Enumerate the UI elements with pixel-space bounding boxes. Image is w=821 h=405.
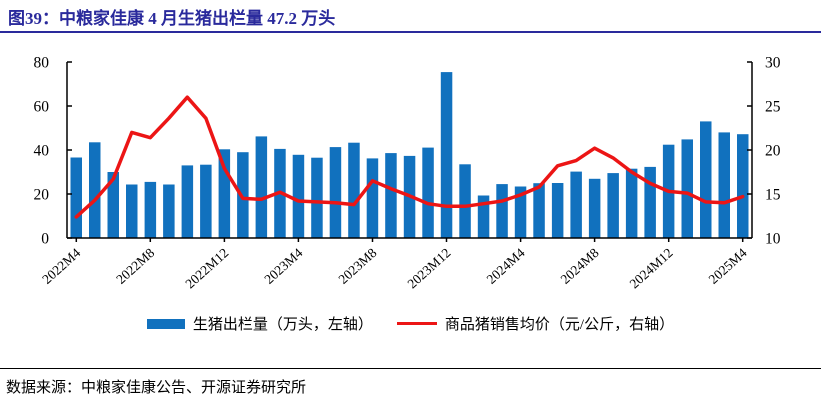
x-axis-tick-label: 2022M12 — [182, 245, 231, 291]
bar-2022M9 — [163, 184, 175, 238]
x-axis-tick-label: 2024M8 — [558, 245, 602, 287]
left-axis-tick-label: 40 — [34, 143, 50, 160]
bar-2024M2 — [477, 195, 490, 238]
bar-2023M4 — [292, 154, 305, 238]
bar-2024M4 — [514, 186, 527, 238]
x-axis-tick-label: 2022M8 — [113, 245, 157, 287]
figure-footer: 数据来源：中粮家佳康公告、开源证券研究所 — [0, 368, 821, 405]
x-axis-tick-label: 2022M4 — [39, 245, 83, 287]
bar-2022M5 — [89, 142, 101, 238]
figure-header: 图39：中粮家佳康 4 月生猪出栏量 47.2 万头 — [0, 0, 821, 33]
x-axis-tick-label: 2025M4 — [706, 245, 750, 287]
bar-2024M7 — [570, 171, 582, 238]
bar-2025M1 — [681, 139, 693, 238]
x-axis-tick-label: 2024M4 — [484, 245, 528, 287]
line-series-label: 商品猪销售均价（元/公斤，右轴） — [444, 317, 675, 333]
figure-title: 图39：中粮家佳康 4 月生猪出栏量 47.2 万头 — [8, 9, 336, 28]
legend-item-line: 商品猪销售均价（元/公斤，右轴） — [396, 313, 675, 334]
right-axis-tick-label: 10 — [765, 231, 781, 248]
bar-series-label: 生猪出栏量（万头，左轴） — [192, 317, 373, 333]
bar-2024M3 — [496, 184, 508, 238]
bar-2022M7 — [126, 184, 138, 238]
source-text: 数据来源：中粮家佳康公告、开源证券研究所 — [6, 380, 307, 396]
bar-2024M5 — [533, 183, 545, 238]
x-axis-tick-label: 2023M8 — [335, 245, 379, 287]
chart-area: 0 20 40 60 80 10 15 20 25 30 2022M4 2022M8 2022M12 20… — [0, 33, 821, 307]
bar-2023M9 — [385, 153, 397, 238]
bar-2024M8 — [588, 178, 601, 238]
bar-2024M10 — [625, 168, 638, 238]
bar-2023M5 — [311, 157, 323, 238]
x-axis-tick-label: 2023M12 — [404, 245, 453, 291]
right-axis-tick-label: 30 — [765, 55, 781, 72]
price-line — [74, 95, 745, 219]
legend-item-bars: 生猪出栏量（万头，左轴） — [146, 313, 373, 334]
bar-2022M11 — [200, 164, 212, 238]
right-axis-tick-label: 20 — [765, 143, 781, 160]
bar-2023M12 — [440, 72, 453, 238]
axes — [66, 61, 753, 242]
line-series-swatch — [396, 321, 437, 326]
bar-2024M9 — [607, 173, 619, 238]
bar-2025M3 — [718, 132, 730, 238]
bar-2025M2 — [700, 121, 712, 238]
bar-2024M1 — [459, 164, 471, 238]
bar-2022M12 — [218, 149, 231, 238]
bar-2025M4 — [737, 134, 749, 238]
bar-2023M2 — [255, 136, 268, 238]
chart-legend: 生猪出栏量（万头，左轴） 商品猪销售均价（元/公斤，右轴） — [0, 313, 821, 334]
bar-2022M8 — [144, 181, 157, 238]
bar-2023M6 — [329, 147, 342, 238]
left-axis-tick-label: 0 — [41, 231, 49, 248]
bar-2023M8 — [366, 158, 379, 238]
bar-2023M11 — [422, 147, 434, 238]
right-axis-tick-label: 15 — [765, 187, 781, 204]
left-axis-tick-label: 80 — [34, 55, 50, 72]
bar-2024M11 — [644, 166, 656, 238]
right-axis-tick-label: 25 — [765, 99, 781, 116]
x-axis-tick-label: 2024M12 — [627, 245, 676, 291]
bars-group — [70, 72, 749, 238]
bar-series-swatch — [146, 318, 185, 329]
bar-2022M4 — [70, 157, 82, 238]
bar-2023M7 — [348, 142, 360, 238]
left-axis-tick-label: 20 — [34, 187, 50, 204]
bar-2024M6 — [551, 183, 564, 238]
x-axis-tick-label: 2023M4 — [261, 245, 305, 287]
bar-2022M10 — [181, 165, 194, 238]
left-axis-tick-label: 60 — [34, 99, 50, 116]
bar-2022M6 — [107, 172, 119, 238]
combo-chart: 0 20 40 60 80 10 15 20 25 30 2022M4 2022M8 2022M12 20… — [34, 55, 781, 292]
